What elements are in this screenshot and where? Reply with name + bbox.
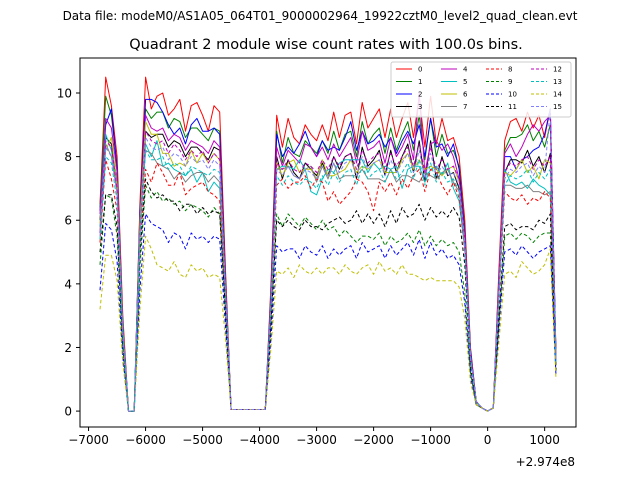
legend-label-3: 3 [418, 103, 422, 111]
legend-label-13: 13 [553, 78, 562, 86]
legend-label-14: 14 [553, 91, 562, 99]
x-tick-label: −3000 [296, 433, 337, 447]
x-tick-label: 0 [484, 433, 492, 447]
series-line-15 [99, 108, 557, 412]
x-tick-label: −5000 [182, 433, 223, 447]
y-tick-label: 2 [64, 341, 72, 355]
series-line-12 [99, 130, 557, 412]
series-line-8 [99, 159, 557, 412]
y-axis: 0 2 4 6 8 10 [57, 86, 80, 419]
series-line-1 [99, 95, 557, 412]
legend-label-1: 1 [418, 78, 422, 86]
x-tick-label: −2000 [353, 433, 394, 447]
chart-suptitle: Data file: modeM0/AS1A05_064T01_90000029… [63, 9, 578, 23]
legend-label-9: 9 [508, 78, 512, 86]
x-tick-label: −1000 [410, 433, 451, 447]
legend-label-8: 8 [508, 66, 512, 74]
series-line-11 [99, 178, 557, 412]
x-tick-label: −6000 [125, 433, 166, 447]
legend-label-12: 12 [553, 66, 562, 74]
series-line-6 [99, 121, 557, 412]
legend-label-10: 10 [508, 91, 517, 99]
series-line-3 [99, 130, 557, 412]
series-line-14 [99, 235, 557, 412]
x-tick-label: 1000 [529, 433, 560, 447]
x-tick-label: −4000 [239, 433, 280, 447]
legend-frame [390, 61, 572, 118]
legend-label-15: 15 [553, 103, 562, 111]
legend-label-0: 0 [418, 66, 422, 74]
series-line-10 [99, 213, 557, 412]
legend-label-4: 4 [463, 66, 468, 74]
x-offset-label: +2.974e8 [516, 455, 575, 469]
y-tick-label: 0 [64, 405, 72, 419]
y-tick-label: 6 [64, 214, 72, 228]
legend-label-11: 11 [508, 103, 517, 111]
legend-label-2: 2 [418, 91, 422, 99]
series-layer [99, 76, 557, 412]
plot-area-frame [79, 57, 577, 428]
legend-label-7: 7 [463, 103, 467, 111]
y-tick-label: 4 [64, 277, 72, 291]
legend-label-6: 6 [463, 91, 468, 99]
y-tick-label: 10 [57, 86, 72, 100]
legend-label-5: 5 [463, 78, 467, 86]
chart-title: Quadrant 2 module wise count rates with … [129, 37, 523, 53]
series-line-9 [99, 184, 557, 412]
x-axis: −7000 −6000 −5000 −4000 −3000 −2000 −1000 0 1000 [68, 427, 560, 447]
y-tick-label: 8 [64, 150, 72, 164]
x-tick-label: −7000 [68, 433, 109, 447]
series-line-13 [99, 149, 557, 412]
